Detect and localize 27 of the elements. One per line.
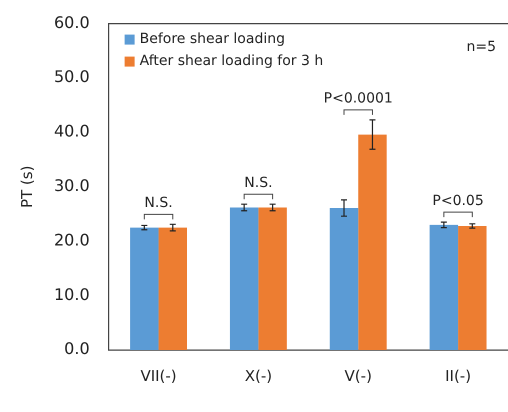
y-axis-title: PT (s) — [18, 166, 36, 208]
x-tick-label: II(-) — [445, 366, 472, 385]
y-tick-label: 0.0 — [64, 339, 90, 358]
bar — [430, 224, 458, 350]
annotation: P<0.0001 — [324, 90, 393, 107]
x-tick-label: X(-) — [244, 366, 272, 385]
y-tick-label: 40.0 — [54, 122, 90, 141]
bar — [130, 228, 159, 350]
y-tick-label: 20.0 — [54, 230, 90, 250]
bar — [258, 207, 287, 350]
bar — [158, 228, 188, 350]
bar — [358, 134, 387, 350]
legend-label: Before shear loading — [140, 31, 285, 48]
y-tick-label: 60.0 — [54, 12, 90, 32]
bar — [230, 207, 258, 350]
bar — [330, 208, 358, 350]
y-tick-label: 10.0 — [54, 284, 90, 304]
x-tick-label: V(-) — [344, 366, 372, 385]
y-tick-label: 30.0 — [54, 176, 90, 195]
legend-label: After shear loading for 3 h — [140, 53, 324, 70]
annotation: n=5 — [466, 39, 496, 56]
annotation: N.S. — [244, 174, 273, 191]
annotation: N.S. — [144, 194, 173, 211]
annotation: P<0.05 — [432, 192, 484, 209]
x-tick-label: VII(-) — [140, 366, 177, 385]
y-tick-label: 50.0 — [54, 67, 90, 86]
bar — [458, 226, 487, 350]
